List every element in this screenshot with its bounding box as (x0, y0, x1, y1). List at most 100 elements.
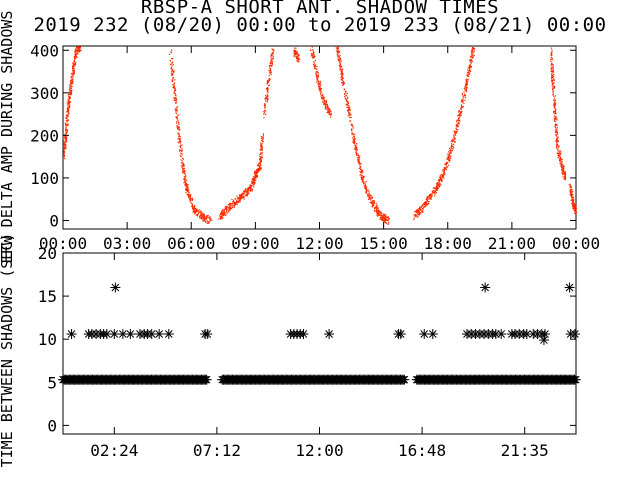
top-data-point (571, 195, 573, 197)
top-data-point (177, 125, 179, 128)
top-data-point (435, 191, 437, 194)
top-data-point (353, 142, 356, 144)
top-data-point (240, 194, 242, 196)
top-data-point (231, 207, 234, 209)
top-data-point (171, 73, 173, 76)
top-data-point (64, 133, 66, 135)
top-data-point (383, 213, 385, 215)
top-data-point (428, 198, 430, 200)
top-data-point (437, 186, 439, 188)
top-data-point (448, 153, 450, 155)
top-data-point (196, 209, 198, 212)
top-data-point (182, 163, 184, 166)
top-data-point (207, 217, 209, 219)
top-data-point (221, 218, 223, 220)
top-data-point (352, 140, 354, 142)
top-data-point (575, 205, 577, 207)
top-data-point (417, 211, 419, 213)
top-data-point (364, 183, 366, 185)
top-data-point (470, 62, 472, 64)
top-data-point (438, 187, 440, 189)
top-data-point (260, 167, 262, 169)
top-data-point (553, 78, 555, 80)
top-data-point (188, 194, 190, 196)
top-data-point (257, 170, 259, 172)
top-data-point (366, 191, 368, 193)
top-data-point (189, 197, 191, 199)
top-data-point (64, 151, 66, 153)
top-data-point (353, 135, 355, 137)
top-data-point (457, 125, 459, 127)
top-data-point (262, 138, 264, 140)
top-data-point (574, 203, 576, 206)
top-data-point (298, 55, 300, 57)
top-data-point (264, 112, 266, 114)
top-data-point (319, 85, 321, 87)
top-data-point (343, 81, 345, 83)
top-data-point (67, 106, 70, 108)
asterisk-stroke (147, 330, 156, 338)
top-data-point (373, 209, 376, 211)
top-data-point (381, 215, 383, 217)
top-data-point (74, 63, 77, 65)
top-data-point (265, 100, 267, 102)
top-data-point (374, 207, 376, 209)
top-data-point (417, 208, 419, 210)
top-data-point (262, 141, 264, 143)
top-data-point (449, 155, 452, 157)
top-data-point (68, 93, 70, 96)
top-data-point (65, 142, 67, 144)
top-data-point (316, 65, 318, 67)
top-data-point (448, 164, 450, 167)
top-data-point (221, 215, 223, 217)
top-data-point (558, 158, 561, 160)
top-data-point (454, 130, 456, 132)
top-data-point (244, 189, 246, 191)
top-data-point (375, 209, 378, 211)
top-data-point (365, 190, 367, 192)
top-data-point (242, 193, 244, 196)
top-data-point (72, 82, 74, 84)
top-data-point (178, 127, 180, 129)
top-data-point (365, 191, 367, 193)
top-data-point (358, 162, 360, 164)
top-data-point (556, 147, 558, 149)
top-data-point (325, 99, 327, 102)
top-data-point (79, 50, 81, 52)
top-data-point (357, 158, 359, 160)
top-data-point (257, 168, 259, 170)
top-data-point (64, 137, 66, 139)
top-data-point (337, 49, 339, 51)
asterisk-stroke (110, 330, 119, 338)
top-data-point (416, 212, 419, 214)
top-data-point (344, 92, 346, 94)
top-data-point (241, 197, 243, 199)
top-data-point (556, 142, 558, 144)
top-data-point (227, 204, 230, 206)
top-data-point (297, 58, 300, 61)
top-data-point (77, 50, 80, 52)
top-data-point (199, 215, 201, 217)
top-data-point (557, 144, 559, 147)
top-data-point (353, 142, 356, 144)
top-data-point (424, 204, 426, 206)
top-data-point (459, 114, 461, 117)
top-data-point (72, 62, 74, 64)
top-data-point (71, 75, 73, 78)
top-data-point (554, 104, 556, 106)
top-data-point (65, 139, 68, 141)
top-data-point (324, 106, 327, 108)
top-data-point (173, 92, 175, 94)
top-data-point (365, 188, 367, 190)
top-data-point (350, 128, 353, 130)
top-data-point (317, 80, 319, 82)
top-data-point (352, 127, 354, 129)
top-data-point (219, 215, 221, 217)
top-data-point (440, 179, 442, 181)
top-data-point (384, 214, 387, 216)
top-data-point (554, 112, 556, 114)
top-data-point (459, 115, 461, 118)
bottom-data-layer (58, 282, 581, 385)
top-data-point (182, 170, 184, 172)
top-data-point (184, 174, 187, 176)
